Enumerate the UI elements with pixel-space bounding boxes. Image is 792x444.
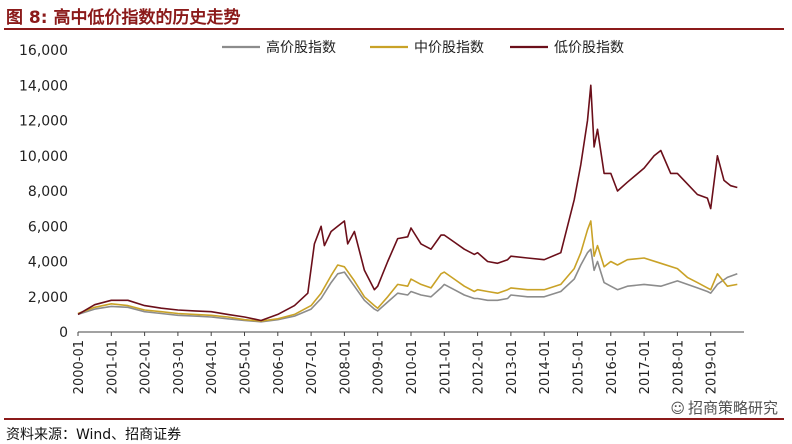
y-tick-label: 16,000	[19, 43, 68, 59]
figure-title: 图 8: 高中低价指数的历史走势	[6, 8, 241, 28]
series-line-2	[77, 84, 738, 322]
x-tick-label: 2005-01	[239, 340, 254, 394]
x-tick-label: 2011-01	[438, 340, 453, 394]
legend-label: 中价股指数	[414, 40, 484, 56]
x-tick-label: 2014-01	[538, 340, 553, 394]
legend-label: 低价股指数	[554, 40, 624, 56]
x-tick-label: 2002-01	[139, 340, 154, 394]
footer-rule	[4, 418, 784, 420]
y-tick-label: 14,000	[19, 78, 68, 94]
y-tick-label: 2,000	[28, 290, 68, 306]
wechat-icon: ☺	[670, 401, 685, 417]
x-tick-label: 2010-01	[405, 340, 420, 394]
y-tick-label: 12,000	[19, 114, 68, 130]
y-axis-ticks: 0 2,000 4,000 6,000 8,000 10,000 12,000 14,000 1…	[19, 43, 68, 341]
x-tick-label: 2000-01	[72, 340, 87, 394]
watermark-text: 招商策略研究	[687, 399, 778, 417]
source-note: 资料来源：Wind、招商证券	[6, 427, 182, 443]
x-tick-label: 2013-01	[505, 340, 520, 394]
x-tick-label: 2017-01	[638, 340, 653, 394]
y-tick-label: 0	[59, 325, 68, 341]
legend-label: 高价股指数	[266, 39, 336, 56]
x-tick-label: 2003-01	[172, 340, 187, 394]
x-tick-label: 2018-01	[671, 340, 686, 394]
x-tick-label: 2012-01	[472, 340, 487, 394]
title-rule	[4, 28, 784, 30]
series-line-1	[77, 220, 738, 322]
x-tick-label: 2008-01	[338, 340, 353, 394]
legend: 高价股指数 中价股指数 低价股指数	[222, 39, 624, 56]
x-axis: 2000-01 2001-01 2002-01 2003-01 2004-01 2005-…	[72, 331, 744, 394]
x-tick-label: 2009-01	[372, 340, 387, 394]
y-tick-label: 4,000	[28, 255, 68, 271]
x-tick-label: 2019-01	[705, 340, 720, 394]
series-lines	[77, 84, 738, 323]
y-tick-label: 10,000	[19, 149, 68, 165]
x-tick-label: 2006-01	[272, 340, 287, 394]
x-tick-label: 2004-01	[205, 340, 220, 394]
watermark: ☺ 招商策略研究	[670, 397, 778, 418]
x-tick-label: 2007-01	[305, 340, 320, 394]
y-tick-label: 8,000	[28, 184, 68, 200]
y-tick-label: 6,000	[28, 219, 68, 235]
x-tick-label: 2015-01	[572, 340, 587, 394]
x-tick-label: 2001-01	[105, 340, 120, 394]
x-tick-label: 2016-01	[605, 340, 620, 394]
